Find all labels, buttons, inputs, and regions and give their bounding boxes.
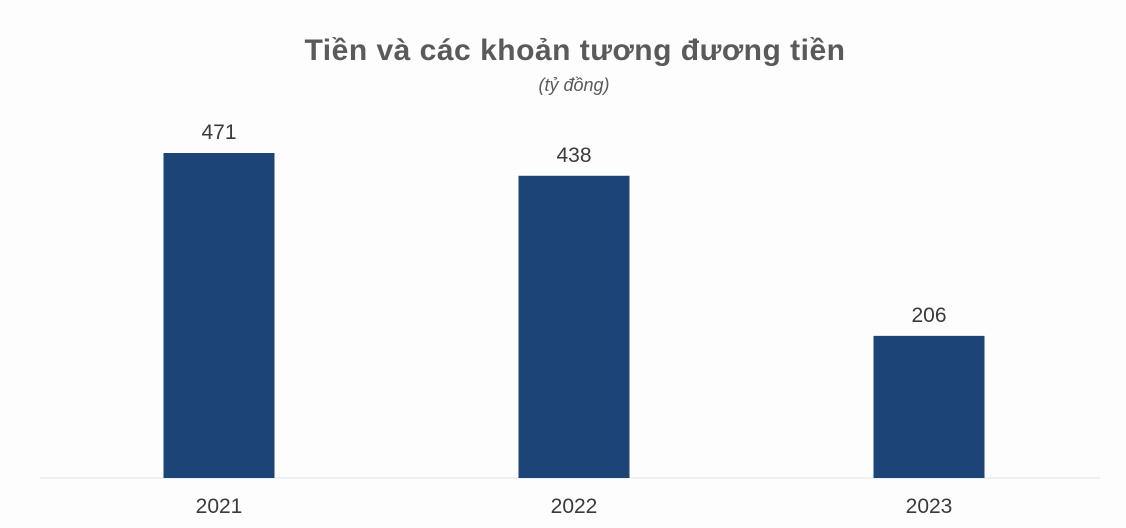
- bar-2021: [163, 153, 275, 478]
- bar-2023: [873, 335, 985, 478]
- bar-2022: [518, 175, 630, 479]
- bars-group: 471 2021 438 2022 206 2023: [163, 121, 985, 518]
- chart-subtitle: (tỷ đồng): [538, 75, 610, 95]
- x-tick-label-2023: 2023: [906, 495, 953, 518]
- data-label-2023: 206: [911, 304, 946, 327]
- data-label-2022: 438: [556, 144, 591, 167]
- x-tick-label-2021: 2021: [196, 495, 243, 518]
- x-tick-label-2022: 2022: [551, 495, 598, 518]
- chart-title: Tiền và các khoản tương đương tiền: [304, 34, 846, 67]
- data-label-2021: 471: [201, 121, 236, 144]
